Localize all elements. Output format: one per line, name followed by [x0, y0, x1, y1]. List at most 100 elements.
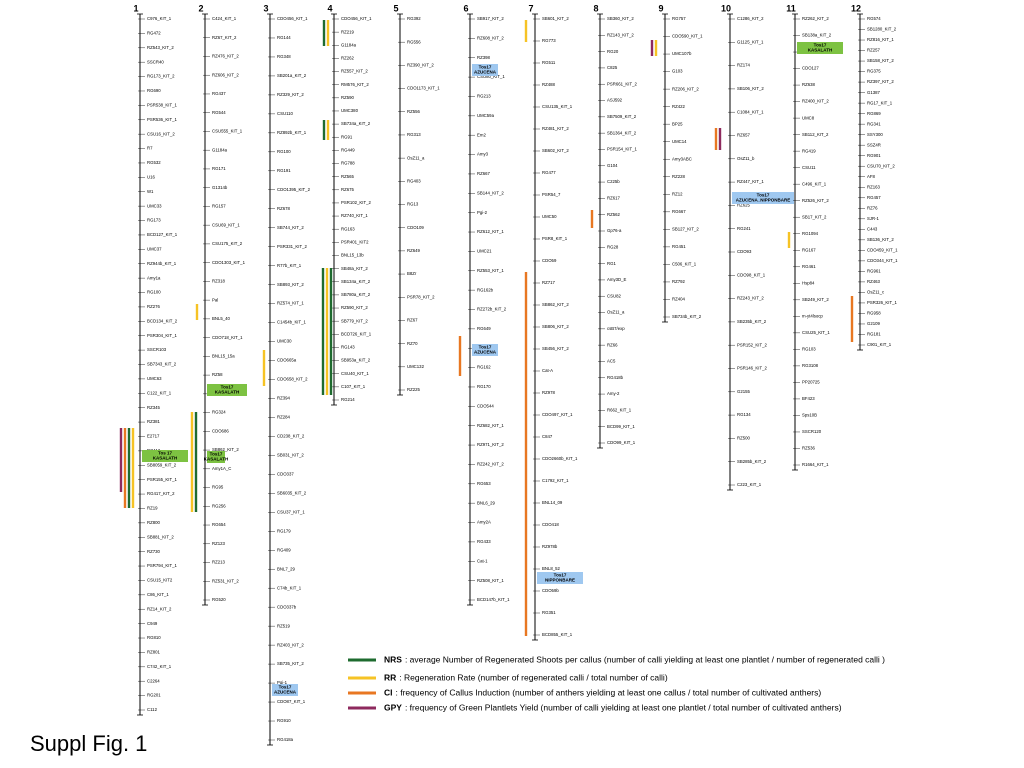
marker-label: RG17_KIT_1 — [867, 100, 893, 105]
marker-label: G1387 — [867, 90, 881, 95]
marker-label: RZ76 — [867, 205, 878, 210]
marker-label: B8Zr — [407, 271, 417, 276]
marker-label: RG961 — [867, 269, 881, 274]
marker-label: G1184a — [212, 147, 228, 152]
marker-label: RG472 — [147, 31, 161, 36]
marker-label: RZ892b_KIT_1 — [277, 130, 307, 135]
marker-label: RZ608_KIT_2 — [477, 36, 504, 41]
marker-label: SB138a_KIT_2 — [802, 33, 832, 38]
marker-label: RZ390_KIT_2 — [407, 63, 434, 68]
marker-label: SB285b_KIT_2 — [737, 459, 767, 464]
chromosome-number: 5 — [393, 3, 398, 13]
marker-label: BCD855_KIT_1 — [542, 632, 573, 637]
marker-label: C2264 — [147, 678, 160, 683]
marker-label: SB881_KIT_2 — [147, 534, 174, 539]
marker-label: RG437 — [212, 91, 226, 96]
marker-label: CDO544 — [477, 403, 494, 408]
marker-label: SB235b_KIT_2 — [737, 319, 767, 324]
marker-label: SB6035_KIT_2 — [277, 490, 307, 495]
marker-label: SB1280_KIT_2 — [867, 27, 897, 32]
tos17-box — [537, 572, 583, 584]
marker-label: RZ476_KIT_2 — [212, 54, 239, 59]
marker-label: SB031_KIT_2 — [277, 453, 304, 458]
marker-label: RZ19 — [147, 506, 158, 511]
marker-label: CSU40_KIT_1 — [341, 371, 369, 376]
marker-label: RZ590 — [341, 95, 355, 100]
marker-label: SB602_KIT_2 — [542, 148, 569, 153]
marker-label: RZ225 — [407, 387, 421, 392]
marker-label: RZ400_KIT_2 — [802, 99, 829, 104]
marker-label: RG649 — [477, 326, 491, 331]
marker-label: RG214 — [341, 397, 355, 402]
marker-label: RZ553_KIT_1 — [477, 268, 504, 273]
marker-label: C225b — [607, 179, 620, 184]
marker-label: RG901 — [867, 153, 881, 158]
marker-label: BNL8_52 — [542, 566, 561, 571]
marker-label: CDO418 — [542, 522, 559, 527]
marker-label: CSU16_KIT_2 — [147, 131, 175, 136]
marker-label: UMC8 — [802, 115, 815, 120]
marker-label: RZ447_KIT_1 — [737, 179, 764, 184]
marker-label: RG13 — [407, 202, 419, 207]
marker-label: RG348 — [277, 54, 291, 59]
marker-label: RZ481_KIT_2 — [542, 126, 569, 131]
marker-label: C506_KIT_1 — [672, 262, 697, 267]
marker-label: BCD127_KIT_1 — [147, 232, 178, 237]
marker-label: SB158_KIT_2 — [867, 58, 894, 63]
marker-label: CSU25_KIT_1 — [802, 330, 830, 335]
marker-label: RZ14_KIT_2 — [147, 606, 172, 611]
marker-label: RG313 — [407, 132, 421, 137]
marker-label: RZ682_KIT_1 — [477, 423, 504, 428]
marker-label: RG181 — [867, 332, 881, 337]
marker-label: C847 — [542, 434, 553, 439]
marker-label: RZ978b — [542, 544, 558, 549]
marker-label: RZ971_KIT_2 — [477, 442, 504, 447]
tos17-label: Tos17 — [279, 685, 292, 690]
marker-label: PSR326_KIT_1 — [867, 300, 897, 305]
chromosome-number: 3 — [263, 3, 268, 13]
marker-label: RZ557_KIT_2 — [341, 69, 368, 74]
marker-label: SB1364_KIT_2 — [607, 130, 637, 135]
legend-text: : average Number of Regenerated Shoots p… — [405, 654, 885, 664]
marker-label: RG162 — [477, 365, 491, 370]
chromosome-number: 7 — [528, 3, 533, 13]
marker-label: CSU15_KIT2 — [147, 578, 173, 583]
marker-label: RG1094 — [802, 231, 819, 236]
marker-label: CSU135_KIT_1 — [542, 104, 573, 109]
tos17-label: Tos17 — [479, 345, 492, 350]
marker-label: SB249_KIT_2 — [802, 297, 829, 302]
marker-label: RZ123 — [212, 541, 226, 546]
marker-label: C496_KIT_1 — [802, 181, 827, 186]
marker-label: RG690 — [147, 88, 161, 93]
marker-label: RZ403_KIT_2 — [277, 642, 304, 647]
marker-label: G104 — [607, 163, 618, 168]
marker-label: CDO93 — [737, 249, 752, 254]
marker-label: RM576_KIT_2 — [341, 82, 369, 87]
marker-label: RZ625 — [737, 203, 751, 208]
marker-label: RG1 — [607, 261, 616, 266]
marker-label: CDO2660b_KIT_1 — [542, 456, 578, 461]
marker-label: RG451 — [672, 244, 686, 249]
marker-label: Amy3 — [477, 152, 489, 157]
marker-label: SB7509_KIT_2 — [607, 114, 637, 119]
tos17-label: KASALATH — [808, 48, 832, 53]
marker-label: RZ531_KIT_2 — [212, 578, 239, 583]
marker-label: RG143 — [341, 345, 355, 350]
chromosome-number: 9 — [658, 3, 663, 13]
marker-label: RZ143_KIT_2 — [607, 32, 634, 37]
marker-label: R662_KIT_1 — [607, 408, 632, 413]
marker-label: RZ381 — [147, 419, 161, 424]
marker-label: SB917_KIT_2 — [477, 16, 504, 21]
marker-label: C74b_KIT_1 — [277, 585, 302, 590]
marker-label: RZ70 — [407, 341, 418, 346]
marker-label: PSR154_KIT_1 — [607, 147, 637, 152]
marker-label: PSR331_KIT_2 — [277, 244, 307, 249]
marker-label: RZ276 — [147, 304, 161, 309]
marker-label: RZ206_KIT_2 — [672, 86, 699, 91]
marker-label: RZ488 — [542, 82, 556, 87]
marker-label: G2155 — [737, 389, 751, 394]
marker-label: RZ574_KIT_1 — [277, 301, 304, 306]
marker-label: SB806_KIT_2 — [542, 324, 569, 329]
tos17-box — [207, 451, 225, 463]
marker-label: CDO718_KIT_1 — [212, 335, 243, 340]
